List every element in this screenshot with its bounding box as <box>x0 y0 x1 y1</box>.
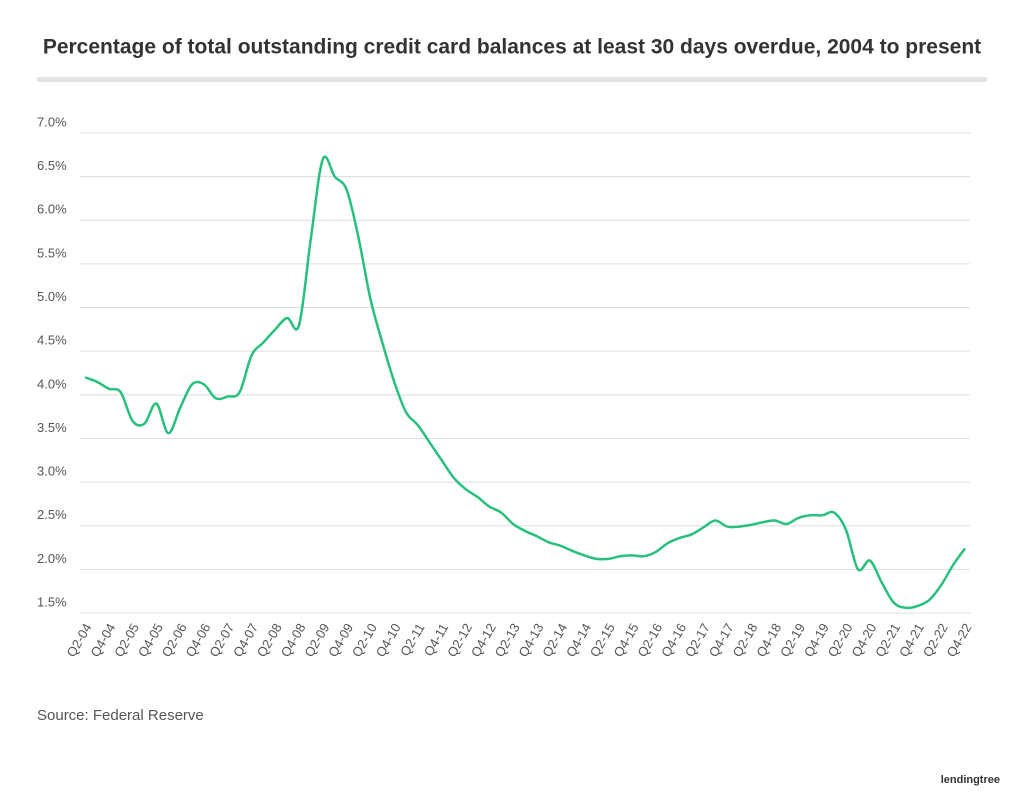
y-tick-label: 2.5% <box>37 507 67 522</box>
x-tick-label: Q4-22 <box>944 621 975 660</box>
y-tick-label: 4.5% <box>37 333 67 348</box>
y-tick-label: 7.0% <box>37 114 67 129</box>
y-tick-label: 3.0% <box>37 464 67 479</box>
y-tick-label: 1.5% <box>37 594 67 609</box>
chart-title: Percentage of total outstanding credit c… <box>43 36 981 59</box>
data-line <box>84 155 967 610</box>
y-tick-label: 6.5% <box>37 158 67 173</box>
source: Source: Federal Reserve <box>37 707 204 724</box>
y-tick-label: 5.5% <box>37 245 67 260</box>
title-rule <box>37 77 987 82</box>
brand-logo: lendingtree <box>941 774 1000 786</box>
y-tick-label: 6.0% <box>37 202 67 217</box>
x-tick-label: Q4-10 <box>373 621 404 660</box>
y-tick-label: 2.0% <box>37 551 67 566</box>
y-tick-label: 5.0% <box>37 289 67 304</box>
y-tick-label: 3.5% <box>37 420 67 435</box>
y-tick-label: 4.0% <box>37 376 67 391</box>
